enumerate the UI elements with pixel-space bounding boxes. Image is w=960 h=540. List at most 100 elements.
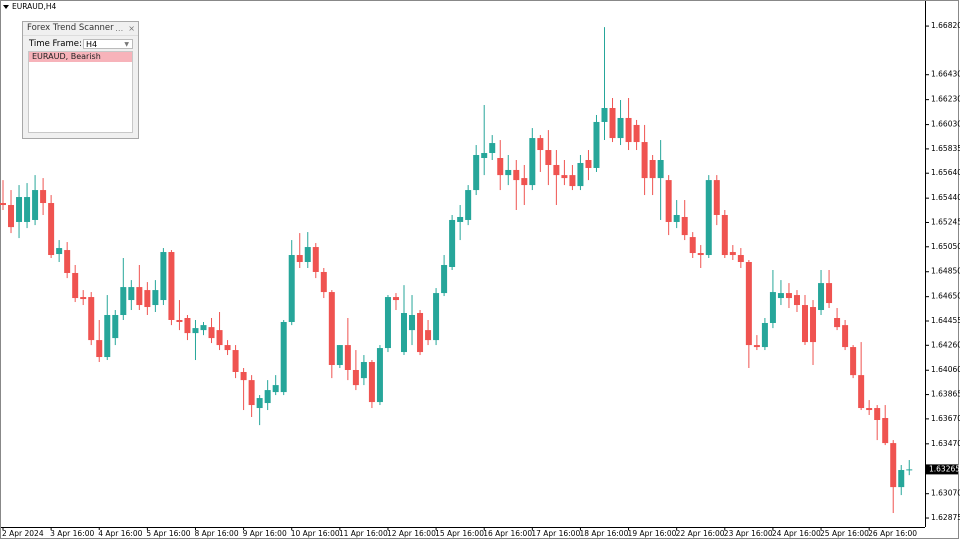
candle-body (360, 362, 367, 379)
y-tick-label: 1.65835 (931, 144, 960, 153)
result-row[interactable]: EURAUD, Bearish (29, 52, 132, 62)
candle-body (160, 252, 167, 301)
candle-body (128, 287, 135, 301)
y-tick-label: 1.65640 (931, 168, 960, 177)
candle-body (232, 350, 239, 372)
candle-body (16, 197, 23, 222)
x-tick-label: 10 Apr 16:00 (291, 529, 340, 538)
candle-body (785, 293, 792, 299)
candle-body (569, 175, 576, 187)
y-tick-label: 1.65050 (931, 242, 960, 251)
candle-body (633, 124, 640, 143)
candle-body (184, 317, 191, 334)
y-tick-label: 1.63470 (931, 439, 960, 448)
x-tick-label: 11 Apr 16:00 (339, 529, 388, 538)
candle-body (689, 237, 696, 254)
candle-body (176, 319, 183, 322)
y-tick-label: 1.64850 (931, 267, 960, 276)
timeframe-value: H4 (86, 40, 98, 49)
last-price-label: 1.63265 (929, 464, 960, 473)
candle-body (705, 180, 712, 256)
x-tick-label: 18 Apr 16:00 (579, 529, 628, 538)
candle-body (72, 272, 79, 299)
result-list: EURAUD, Bearish (28, 51, 133, 133)
candle-body (56, 248, 63, 255)
x-tick-label: 3 Apr 16:00 (50, 529, 94, 538)
y-tick-label: 1.65440 (931, 193, 960, 202)
candle-body (489, 143, 496, 154)
panel-buttons[interactable]: … × (115, 24, 135, 33)
timeframe-label: Time Frame: (29, 39, 82, 49)
x-tick-label: 5 Apr 16:00 (146, 529, 190, 538)
x-tick-label: 19 Apr 16:00 (628, 529, 677, 538)
candle-body (497, 158, 504, 176)
y-tick-label: 1.66030 (931, 120, 960, 129)
panel-titlebar: Forex Trend Scanner… × (23, 22, 138, 36)
candle-body (777, 293, 784, 299)
candle-body (521, 178, 528, 186)
x-tick-label: 23 Apr 16:00 (724, 529, 773, 538)
candle-body (192, 328, 199, 334)
candle-body (120, 287, 127, 316)
candle-body (368, 362, 375, 403)
x-tick-label: 26 Apr 16:00 (868, 529, 917, 538)
last-price-box (926, 464, 958, 475)
x-tick-label: 8 Apr 16:00 (194, 529, 238, 538)
candle-body (152, 290, 159, 306)
candle-body (457, 216, 464, 222)
candle-body (810, 307, 817, 343)
candle-body (850, 347, 857, 376)
candle-body (617, 117, 624, 139)
candle-body (761, 322, 768, 348)
candle-body (441, 264, 448, 294)
timeframe-select[interactable]: H4 ▼ (83, 39, 133, 49)
candle-body (304, 247, 311, 263)
candle-body (136, 287, 143, 306)
candle-body (200, 325, 207, 331)
candle-body (866, 408, 873, 411)
candle-body (280, 321, 287, 393)
x-tick-label: 9 Apr 16:00 (243, 529, 287, 538)
y-tick-label: 1.63865 (931, 390, 960, 399)
candle-body (409, 315, 416, 331)
candle-body (513, 169, 520, 181)
y-tick-label: 1.65245 (931, 217, 960, 226)
menu-arrow[interactable] (3, 5, 9, 9)
candle-body (802, 305, 808, 343)
candle-body (24, 197, 31, 222)
candle-body (874, 408, 881, 421)
candle-body (625, 117, 632, 143)
candle-body (745, 262, 752, 346)
x-tick-label: 22 Apr 16:00 (676, 529, 725, 538)
candle-body (248, 380, 255, 406)
candle-body (593, 121, 600, 168)
candle-body (401, 313, 407, 353)
y-tick-label: 1.63670 (931, 414, 960, 423)
candle-body (384, 297, 391, 349)
candle-body (240, 371, 247, 381)
candle-body (433, 293, 440, 341)
candle-body (256, 398, 263, 409)
candle-body (585, 159, 592, 168)
y-tick-label: 1.66430 (931, 70, 960, 79)
candle-body (906, 469, 913, 471)
scanner-panel[interactable]: Forex Trend Scanner… × Time Frame: H4 ▼ E… (22, 21, 139, 139)
x-tick-label: 16 Apr 16:00 (483, 529, 532, 538)
candle-body (609, 107, 616, 139)
chart-title: EURAUD,H4 (12, 2, 57, 11)
candle-body (882, 418, 889, 444)
candle-body (208, 327, 215, 339)
candle-body (376, 348, 383, 403)
candle-body (336, 345, 343, 366)
candle-body (96, 340, 103, 358)
candle-body (168, 252, 175, 320)
candle-body (842, 325, 849, 348)
candle-body (352, 369, 359, 386)
candle-body (505, 169, 512, 176)
candle-body (32, 190, 39, 220)
candle-body (713, 180, 720, 215)
candle-body (264, 390, 271, 404)
